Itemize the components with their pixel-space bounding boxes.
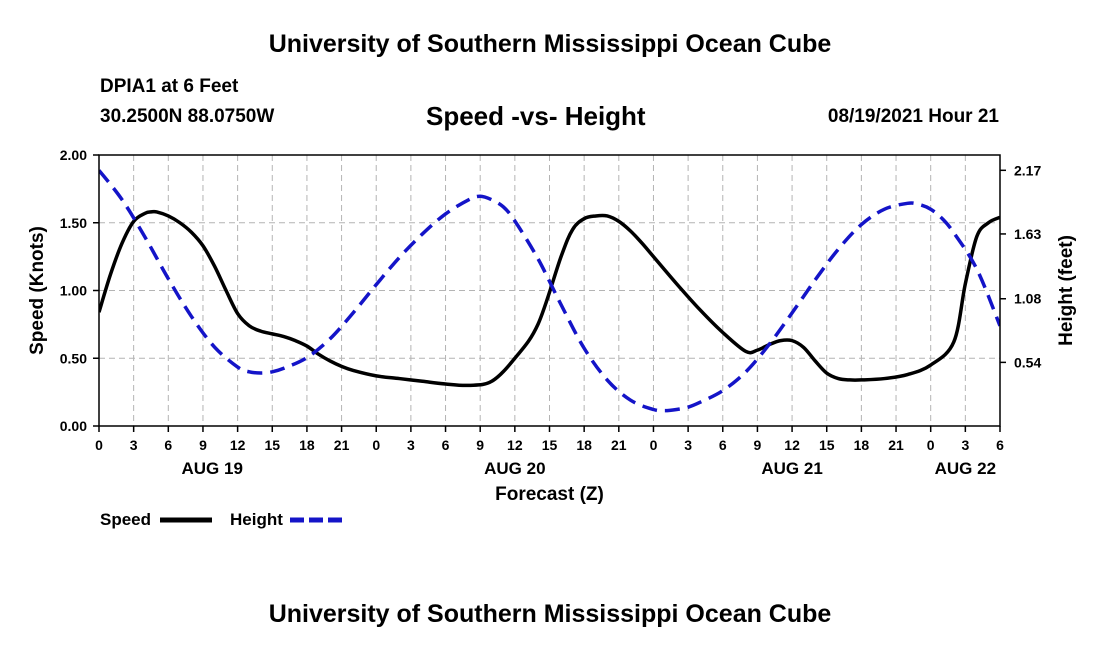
x-tick-label: 9 [476,437,484,453]
x-tick-label: 18 [854,437,870,453]
speed-series-line [99,209,1000,388]
x-tick-label: 12 [784,437,800,453]
x-tick-label: 21 [334,437,350,453]
x-tick-label: 0 [95,437,103,453]
left-tick-label: 0.50 [60,350,87,366]
left-tick-label: 0.00 [60,418,87,434]
right-tick-label: 0.54 [1014,354,1041,370]
left-tick-label: 1.50 [60,215,87,231]
day-label: AUG 20 [484,459,545,478]
x-tick-label: 18 [576,437,592,453]
left-axis-title: Speed (Knots) [27,226,48,355]
day-label: AUG 21 [761,459,822,478]
right-tick-label: 1.63 [1014,226,1041,242]
x-axis-title: Forecast (Z) [495,484,604,505]
legend-height-label: Height [230,510,283,529]
legend-speed-label: Speed [100,510,151,529]
plot-title: Speed -vs- Height [426,101,646,131]
x-tick-label: 15 [264,437,280,453]
day-label: AUG 22 [935,459,996,478]
x-tick-label: 15 [542,437,558,453]
x-tick-label: 18 [299,437,315,453]
plot-frame [98,154,1001,427]
x-tick-label: 12 [230,437,246,453]
x-tick-label: 6 [719,437,727,453]
right-tick-label: 1.08 [1014,291,1041,307]
left-tick-label: 1.00 [60,283,87,299]
footer-title: University of Southern Mississippi Ocean… [268,600,832,628]
x-tick-label: 0 [927,437,935,453]
station-name: DPIA1 at 6 Feet [100,76,239,97]
height-series-line [99,169,1000,413]
x-tick-label: 12 [507,437,523,453]
station-coordinates: 30.2500N 88.0750W [100,106,275,127]
x-tick-label: 3 [961,437,969,453]
x-tick-label: 6 [442,437,450,453]
x-tick-label: 0 [372,437,380,453]
x-tick-label: 15 [819,437,835,453]
x-tick-label: 3 [130,437,138,453]
x-tick-label: 3 [407,437,415,453]
x-tick-label: 9 [199,437,207,453]
x-tick-label: 6 [996,437,1004,453]
x-tick-label: 9 [754,437,762,453]
x-tick-label: 0 [650,437,658,453]
day-label: AUG 19 [181,459,242,478]
x-tick-label: 21 [611,437,627,453]
left-tick-label: 2.00 [60,147,87,163]
page-title: University of Southern Mississippi Ocean… [268,30,832,58]
x-tick-label: 3 [684,437,692,453]
right-tick-label: 2.17 [1014,162,1041,178]
x-tick-label: 21 [888,437,904,453]
x-tick-label: 6 [164,437,172,453]
right-axis-title: Height (feet) [1056,235,1077,346]
forecast-date: 08/19/2021 Hour 21 [827,106,999,127]
